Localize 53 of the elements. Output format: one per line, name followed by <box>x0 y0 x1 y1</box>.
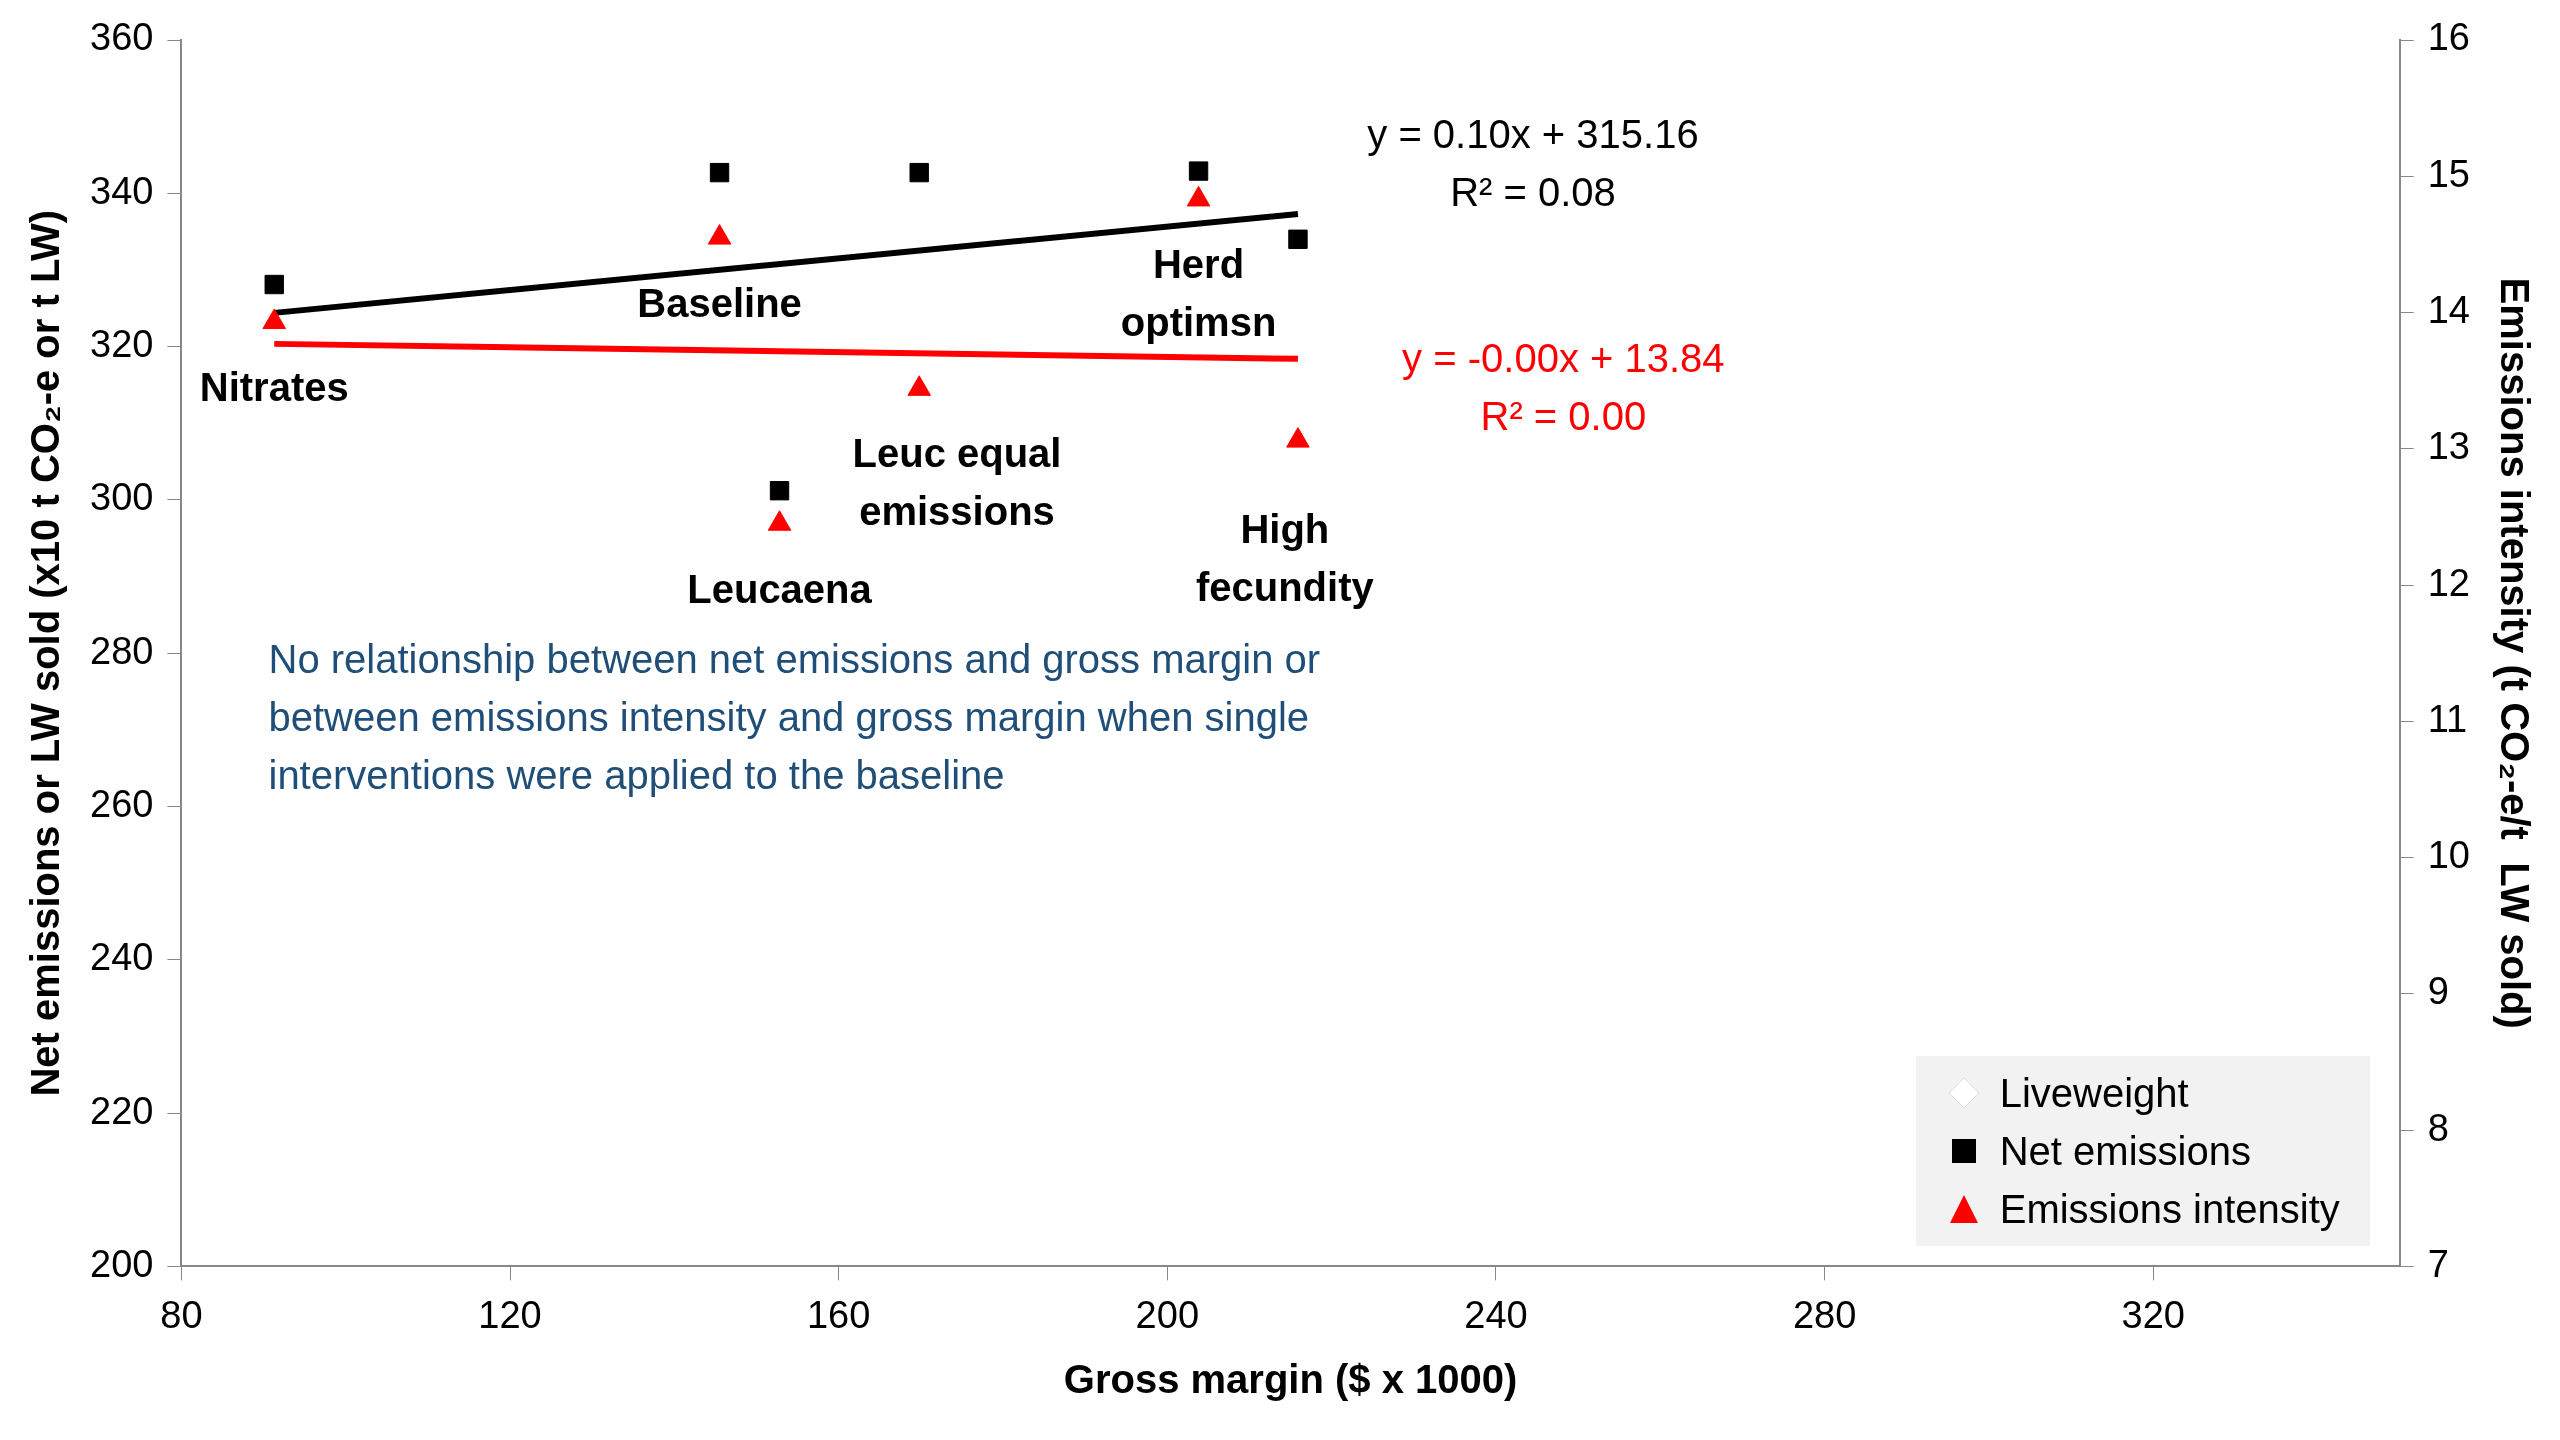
point <box>907 375 931 396</box>
y-tick-label: 340 <box>90 169 154 212</box>
x-tick-label: 200 <box>1135 1293 1200 1336</box>
y2-tick-label: 11 <box>2427 697 2468 740</box>
point <box>709 162 730 183</box>
y-tick-label: 300 <box>90 476 154 519</box>
x-tick-label: 80 <box>160 1293 203 1336</box>
point <box>1188 161 1209 181</box>
annotation: y = 0.10x + 315.16 R² = 0.08 <box>1367 112 1699 215</box>
legend-label: Liveweight <box>1999 1070 2189 1116</box>
y-axis-title: Net emissions or LW sold (x10 t CO₂-e or t LW) <box>23 209 68 1097</box>
point <box>264 274 284 295</box>
x-tick-label: 280 <box>1792 1293 1857 1336</box>
annotation: High fecundity <box>1195 507 1375 610</box>
y-tick-label: 240 <box>90 936 154 979</box>
annotation: y = -0.00x + 13.84 R² = 0.00 <box>1402 335 1725 438</box>
point <box>909 162 929 183</box>
y2-tick-label: 14 <box>2427 289 2471 332</box>
point <box>1288 229 1308 249</box>
y-tick-label: 320 <box>90 323 154 366</box>
annotation: Baseline <box>637 280 802 325</box>
y2-tick-label: 10 <box>2427 834 2471 877</box>
annotation: Leucaena <box>687 566 873 611</box>
x-tick-label: 240 <box>1464 1293 1528 1336</box>
y-tick-label: 200 <box>90 1242 154 1285</box>
y2-tick-label: 16 <box>2427 16 2471 59</box>
legend-label: Net emissions <box>1999 1128 2251 1174</box>
legend-label: Emissions intensity <box>1999 1186 2340 1232</box>
point <box>262 308 286 330</box>
point <box>769 481 790 501</box>
annotation: Herd optimsn <box>1120 242 1277 345</box>
y2-tick-label: 15 <box>2427 152 2471 195</box>
y-tick-label: 280 <box>90 629 154 672</box>
x-tick-label: 120 <box>478 1293 542 1336</box>
point <box>707 224 732 245</box>
y-tick-label: 360 <box>90 16 154 59</box>
y-tick-label: 220 <box>90 1089 154 1132</box>
x-tick-label: 160 <box>806 1293 871 1336</box>
annotation: Leuc equal emissions <box>852 430 1062 533</box>
y2-tick-label: 9 <box>2427 970 2449 1013</box>
annotation: Nitrates <box>199 365 349 410</box>
y2-tick-label: 8 <box>2427 1106 2449 1149</box>
point <box>1186 185 1211 207</box>
y2-axis-title: Emissions intensity (t CO₂-e/t LW sold) <box>2492 277 2537 1029</box>
x-axis-title: Gross margin ($ x 1000) <box>1063 1357 1518 1402</box>
x-tick-label: 320 <box>2121 1293 2185 1336</box>
y2-tick-label: 13 <box>2427 425 2471 468</box>
y2-tick-label: 7 <box>2427 1242 2449 1285</box>
point <box>767 510 792 531</box>
point <box>1286 427 1310 448</box>
y2-tick-label: 12 <box>2427 561 2471 604</box>
y-tick-label: 260 <box>90 782 154 825</box>
annotation: No relationship between net emissions and gross margin or between emissions intensity and gross margin when single interventions were applied to the baseline <box>268 637 1321 798</box>
